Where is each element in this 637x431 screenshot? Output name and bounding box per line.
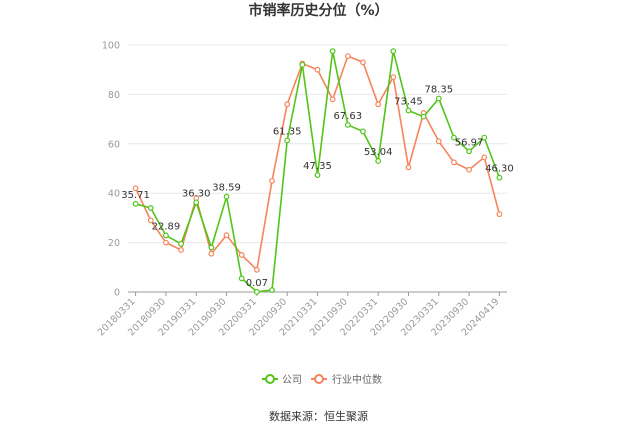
data-point[interactable]: [253, 266, 260, 273]
data-point[interactable]: [269, 177, 275, 184]
legend-label-company: 公司: [282, 375, 302, 386]
data-point[interactable]: [223, 232, 230, 239]
legend-item-company[interactable]: 公司: [262, 374, 302, 386]
data-point[interactable]: [405, 107, 412, 114]
data-label: 46.30: [485, 164, 514, 175]
data-point[interactable]: [329, 48, 336, 55]
data-label: 73.45: [394, 97, 423, 108]
data-point[interactable]: [435, 138, 442, 145]
data-source: 数据来源：恒生聚源: [269, 409, 368, 423]
data-point[interactable]: [466, 166, 473, 173]
y-tick-label: 60: [108, 139, 120, 150]
data-point[interactable]: [162, 232, 169, 239]
data-point[interactable]: [147, 217, 154, 224]
data-point[interactable]: [405, 164, 412, 171]
data-point[interactable]: [375, 101, 382, 108]
data-point[interactable]: [496, 174, 503, 181]
data-point[interactable]: [178, 240, 184, 247]
data-point[interactable]: [269, 287, 275, 293]
data-point[interactable]: [208, 250, 215, 257]
data-point[interactable]: [132, 185, 139, 192]
data-point[interactable]: [284, 101, 291, 108]
data-label: 78.35: [424, 84, 453, 95]
data-label: 56.97: [455, 137, 484, 148]
data-point[interactable]: [253, 288, 260, 295]
data-point[interactable]: [314, 172, 321, 178]
series-layer: [132, 48, 503, 295]
data-point[interactable]: [420, 113, 427, 120]
data-point[interactable]: [147, 205, 154, 211]
data-point[interactable]: [344, 122, 351, 128]
y-tick-label: 100: [102, 41, 120, 52]
data-point[interactable]: [375, 158, 382, 164]
y-axis-ticks: 0 20 40 60 80 100: [102, 41, 120, 299]
data-point[interactable]: [435, 95, 442, 102]
data-point[interactable]: [329, 96, 336, 103]
grid-lines: [128, 44, 507, 244]
data-point[interactable]: [496, 211, 503, 218]
data-point[interactable]: [360, 59, 366, 66]
legend-label-industry-median: 行业中位数: [332, 373, 382, 386]
data-point[interactable]: [451, 134, 457, 141]
legend: 公司 行业中位数: [262, 373, 382, 386]
data-label: 38.59: [212, 183, 241, 194]
data-point[interactable]: [390, 74, 397, 81]
data-label: 22.89: [152, 221, 181, 232]
data-point[interactable]: [132, 200, 139, 207]
legend-marker-industry-median: [314, 374, 324, 384]
x-axis-ticks: 2018033120180930201903312019093020200331…: [96, 292, 502, 338]
data-point[interactable]: [314, 66, 321, 73]
legend-item-industry-median[interactable]: 行业中位数: [311, 373, 382, 386]
y-tick-label: 80: [108, 90, 120, 101]
data-point[interactable]: [238, 252, 245, 258]
data-label: 61.35: [273, 126, 302, 137]
data-point[interactable]: [390, 48, 397, 55]
data-point[interactable]: [481, 154, 488, 161]
data-point[interactable]: [284, 137, 291, 144]
data-point[interactable]: [360, 128, 366, 135]
y-tick-label: 0: [114, 288, 120, 299]
data-point[interactable]: [238, 275, 245, 282]
data-label: 67.63: [333, 111, 362, 122]
data-label: 53.04: [364, 147, 393, 158]
legend-marker-company: [265, 374, 275, 384]
data-point[interactable]: [344, 53, 351, 60]
data-label: 0.07: [246, 278, 268, 289]
data-point[interactable]: [481, 134, 488, 141]
data-point[interactable]: [299, 61, 306, 68]
data-point[interactable]: [193, 199, 200, 206]
data-point[interactable]: [178, 247, 184, 253]
data-label: 47.35: [303, 161, 332, 172]
y-tick-label: 40: [108, 189, 120, 200]
data-point[interactable]: [451, 159, 457, 166]
data-point[interactable]: [162, 239, 169, 246]
data-label: 35.71: [121, 190, 150, 201]
data-label: 36.30: [182, 188, 211, 199]
data-point[interactable]: [466, 148, 473, 155]
data-point[interactable]: [223, 193, 230, 200]
data-point[interactable]: [208, 244, 215, 251]
y-tick-label: 20: [108, 238, 120, 249]
chart-title: 市销率历史分位（%）: [248, 2, 388, 19]
